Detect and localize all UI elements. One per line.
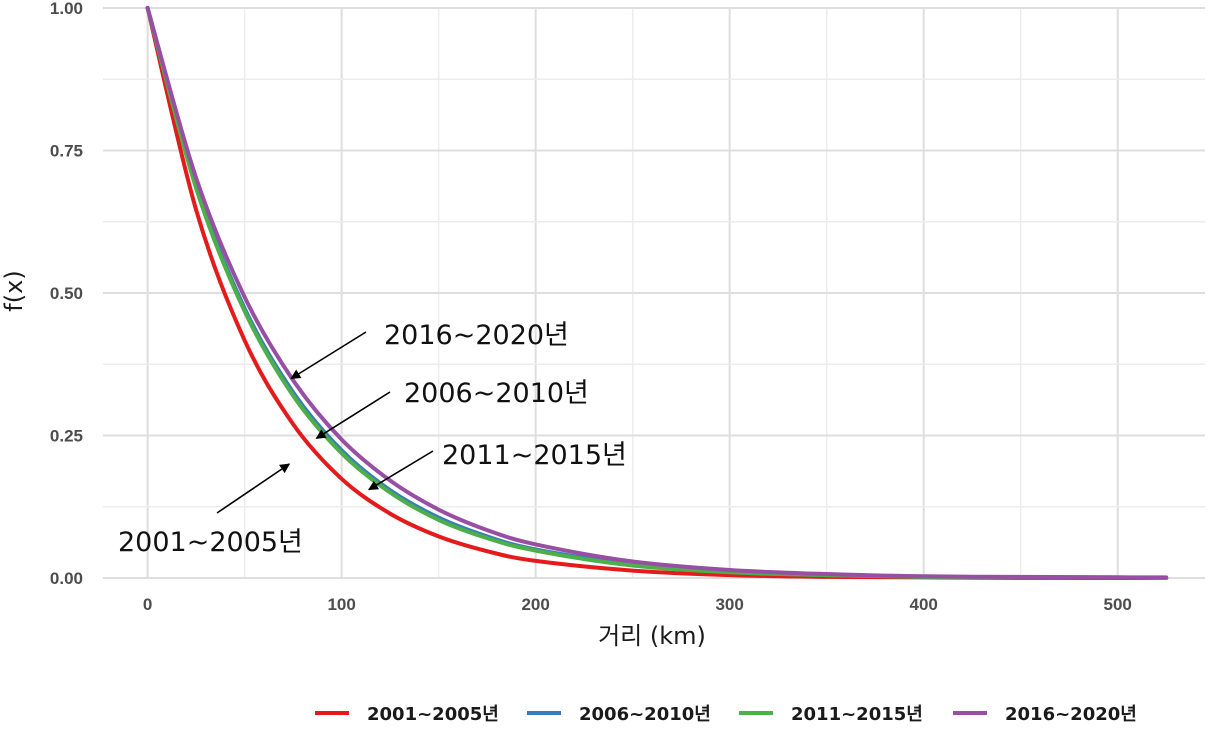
annotations: 2016~2020년 2006~2010년 2011~2015년 2001~2005년 <box>118 320 627 558</box>
y-tick-label: 1.00 <box>50 0 83 18</box>
annotation-arrow <box>367 450 434 491</box>
annotation-label: 2006~2010년 <box>404 378 589 409</box>
annotation-label: 2011~2015년 <box>442 440 627 471</box>
legend-label: 2001~2005년 <box>367 704 499 725</box>
y-tick-label: 0.50 <box>50 284 83 303</box>
series-lines <box>145 6 1169 581</box>
annotation-arrow <box>290 331 367 380</box>
x-axis-title: 거리 (km) <box>598 622 706 650</box>
y-tick-label: 0.00 <box>50 569 83 588</box>
annotation-arrow <box>315 391 391 440</box>
legend-item: 2016~2020년 <box>953 704 1137 725</box>
annotation-arrow <box>216 463 291 514</box>
legend: 2001~2005년 2006~2010년 2011~2015년 2016~2020년 <box>315 704 1137 725</box>
legend-item: 2001~2005년 <box>315 704 499 725</box>
y-tick-label: 0.75 <box>50 142 83 161</box>
x-tick-label: 300 <box>715 595 743 614</box>
x-tick-label: 100 <box>327 595 355 614</box>
x-tick-label: 500 <box>1104 595 1132 614</box>
legend-label: 2011~2015년 <box>791 704 923 725</box>
legend-item: 2006~2010년 <box>527 704 711 725</box>
grid <box>103 7 1205 579</box>
annotation-label: 2016~2020년 <box>384 320 569 351</box>
series-line-4 <box>145 6 1169 580</box>
y-axis-title: f(x) <box>0 270 28 311</box>
annotation-label: 2001~2005년 <box>118 527 303 558</box>
legend-label: 2006~2010년 <box>579 704 711 725</box>
x-tick-label: 400 <box>909 595 937 614</box>
x-tick-label: 200 <box>521 595 549 614</box>
legend-label: 2016~2020년 <box>1005 704 1137 725</box>
x-tick-label: 0 <box>143 595 152 614</box>
legend-item: 2011~2015년 <box>739 704 923 725</box>
tick-labels: 0 100 200 300 400 500 0.00 0.25 0.50 0.75 1.00 <box>50 0 1132 614</box>
y-tick-label: 0.25 <box>50 427 83 446</box>
